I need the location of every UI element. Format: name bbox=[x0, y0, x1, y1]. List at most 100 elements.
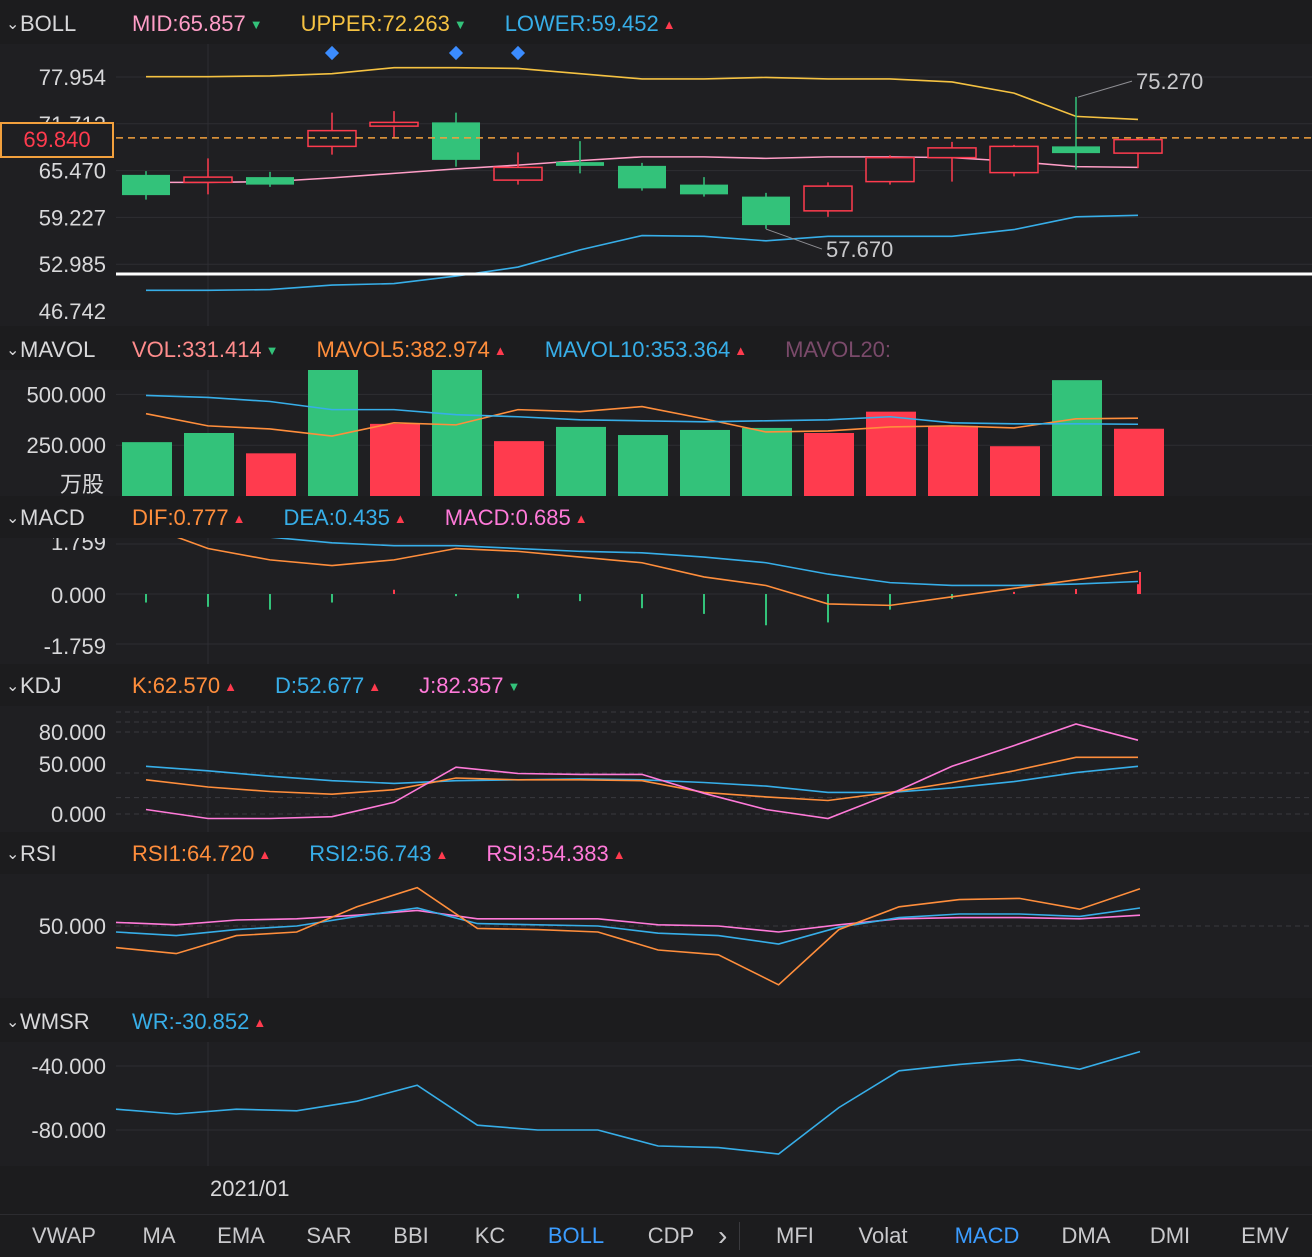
tab-ema[interactable]: EMA bbox=[217, 1223, 265, 1248]
candle-body bbox=[865, 156, 915, 183]
trend-up-icon: ▲ bbox=[232, 510, 246, 526]
candle-body bbox=[927, 147, 977, 159]
macd-hist-value: MACD:0.685 ▲ bbox=[444, 505, 588, 530]
kdj-d-line bbox=[145, 765, 1139, 794]
volume-bar bbox=[928, 425, 978, 496]
candle-body bbox=[369, 121, 419, 127]
low-annotation-line bbox=[765, 228, 823, 250]
mavol10-value: MAVOL10:353.364 ▲ bbox=[544, 337, 748, 362]
rsi-chart-panel[interactable]: 50.000 bbox=[0, 874, 1312, 998]
kdj-chart-panel[interactable]: 80.000 50.000 0.000 bbox=[0, 706, 1312, 832]
boll-upper-line bbox=[146, 66, 1139, 121]
rsi3-value: RSI3:54.383 ▲ bbox=[486, 841, 626, 866]
trend-down-icon: ▼ bbox=[249, 16, 263, 32]
wmsr-chart-panel[interactable]: -40.000 -80.000 bbox=[0, 1042, 1312, 1166]
trend-up-icon: ▲ bbox=[253, 1014, 267, 1030]
low-price-label: 57.670 bbox=[826, 237, 893, 262]
macd-chart-panel[interactable]: 1.759 0.000 -1.759 bbox=[0, 538, 1312, 664]
axis-tick-label: 50.000 bbox=[39, 914, 106, 939]
tab-volat[interactable]: Volat bbox=[858, 1223, 908, 1248]
trend-up-icon: ▲ bbox=[734, 342, 748, 358]
mavol-chart-panel[interactable]: 500.000 250.000 万股 bbox=[0, 370, 1312, 496]
volume-bar bbox=[494, 441, 544, 496]
volume-bar bbox=[370, 423, 420, 496]
chevron-down-icon: ⌄ bbox=[6, 1014, 20, 1031]
tab-macd[interactable]: MACD bbox=[954, 1223, 1020, 1248]
trend-up-icon: ▲ bbox=[224, 678, 237, 694]
rsi-indicator-toggle[interactable]: ⌄ RSI bbox=[6, 841, 57, 866]
volume-bar bbox=[556, 426, 606, 496]
indicator-tab-bar: VWAP MA EMA SAR BBI KC BOLL CDP › MFI Volat MACD D… bbox=[0, 1214, 1312, 1257]
tab-kc[interactable]: KC bbox=[474, 1223, 506, 1248]
axis-tick-label: 59.227 bbox=[39, 205, 106, 230]
axis-tick-label: 50.000 bbox=[39, 752, 106, 777]
trend-up-icon: ▲ bbox=[662, 16, 676, 32]
boll-mid-line bbox=[146, 156, 1139, 184]
volume-bar bbox=[680, 429, 730, 496]
high-annotation-line bbox=[1077, 80, 1133, 98]
tab-ma[interactable]: MA bbox=[142, 1223, 176, 1248]
boll-header: ⌄ BOLL MID:65.857 ▼ UPPER:72.263 ▼ LOWER:59… bbox=[0, 4, 1312, 44]
date-axis-label: 2021/01 bbox=[210, 1176, 290, 1201]
tab-mfi[interactable]: MFI bbox=[776, 1223, 814, 1248]
trend-down-icon: ▼ bbox=[453, 16, 467, 32]
tab-dmi[interactable]: DMI bbox=[1149, 1223, 1191, 1248]
candle-body bbox=[493, 166, 543, 181]
candle-body bbox=[246, 177, 294, 185]
axis-tick-label: -40.000 bbox=[31, 1054, 106, 1079]
boll-upper-value: UPPER:72.263 ▼ bbox=[300, 11, 467, 36]
axis-tick-label: 1.759 bbox=[51, 538, 106, 555]
trend-up-icon: ▲ bbox=[368, 678, 382, 694]
sub-indicator-tabs: MFI Volat MACD DMA DMI EMV bbox=[748, 1223, 1312, 1249]
volume-bar bbox=[122, 442, 172, 496]
trend-up-icon: ▲ bbox=[612, 846, 626, 862]
trend-up-icon: ▲ bbox=[574, 510, 588, 526]
more-tabs-icon[interactable]: › bbox=[718, 1220, 728, 1251]
signal-diamond-icon bbox=[324, 45, 340, 61]
axis-tick-label: 0.000 bbox=[51, 802, 106, 827]
macd-indicator-toggle[interactable]: ⌄ MACD bbox=[6, 505, 85, 530]
axis-tick-label: 0.000 bbox=[51, 583, 106, 608]
trend-down-icon: ▼ bbox=[265, 342, 279, 358]
boll-mid-value: MID:65.857 ▼ bbox=[132, 11, 263, 36]
tab-vwap[interactable]: VWAP bbox=[32, 1223, 96, 1248]
rsi1-value: RSI1:64.720 ▲ bbox=[132, 841, 272, 866]
macd-header: ⌄ MACD DIF:0.777 ▲ DEA:0.435 ▲ MACD:0.685 ▲ bbox=[0, 498, 1312, 538]
tab-bbi[interactable]: BBI bbox=[393, 1223, 429, 1248]
tab-dma[interactable]: DMA bbox=[1061, 1223, 1111, 1248]
signal-diamond-icon bbox=[448, 45, 464, 61]
axis-tick-label: 80.000 bbox=[39, 720, 106, 745]
chevron-down-icon: ⌄ bbox=[6, 846, 20, 863]
macd-dif-value: DIF:0.777 ▲ bbox=[132, 505, 246, 530]
wmsr-indicator-toggle[interactable]: ⌄ WMSR bbox=[6, 1009, 90, 1034]
boll-indicator-toggle[interactable]: ⌄ BOLL bbox=[6, 11, 77, 36]
tab-emv[interactable]: EMV bbox=[1241, 1223, 1289, 1248]
axis-tick-label: 77.954 bbox=[39, 65, 106, 90]
kdj-k-line bbox=[145, 756, 1138, 802]
tab-boll[interactable]: BOLL bbox=[547, 1223, 605, 1248]
macd-dea-value: DEA:0.435 ▲ bbox=[283, 505, 407, 530]
chevron-down-icon: ⌄ bbox=[6, 16, 20, 33]
axis-tick-label: 65.470 bbox=[39, 159, 106, 184]
candle-body bbox=[183, 176, 233, 184]
mavol-indicator-toggle[interactable]: ⌄ MAVOL bbox=[6, 337, 96, 362]
mavol-chart: 500.000 250.000 万股 bbox=[26, 370, 1312, 496]
kdj-j-line bbox=[145, 723, 1139, 820]
axis-tick-label: 250.000 bbox=[26, 433, 106, 458]
volume-bar bbox=[432, 370, 482, 496]
candle-body bbox=[122, 174, 170, 196]
high-price-label: 75.270 bbox=[1136, 69, 1203, 94]
kdj-k-value: K:62.570 ▲ bbox=[132, 673, 237, 698]
dif-line bbox=[176, 538, 1139, 607]
tab-sar[interactable]: SAR bbox=[306, 1223, 352, 1248]
boll-chart-panel[interactable]: 77.95471.71265.47059.22752.98546.74275.2… bbox=[0, 44, 1312, 326]
wmsr-wr-value: WR:-30.852 ▲ bbox=[132, 1009, 267, 1034]
chevron-down-icon: ⌄ bbox=[6, 342, 20, 359]
trend-down-icon: ▼ bbox=[507, 678, 521, 694]
tab-cdp[interactable]: CDP bbox=[647, 1223, 695, 1248]
candle-body bbox=[1113, 138, 1163, 154]
kdj-indicator-toggle[interactable]: ⌄ KDJ bbox=[6, 673, 62, 698]
axis-tick-label: 52.985 bbox=[39, 252, 106, 277]
mavol10-line bbox=[145, 394, 1139, 426]
rsi-header: ⌄ RSI RSI1:64.720 ▲ RSI2:56.743 ▲ RSI3:54.3… bbox=[0, 834, 1312, 874]
